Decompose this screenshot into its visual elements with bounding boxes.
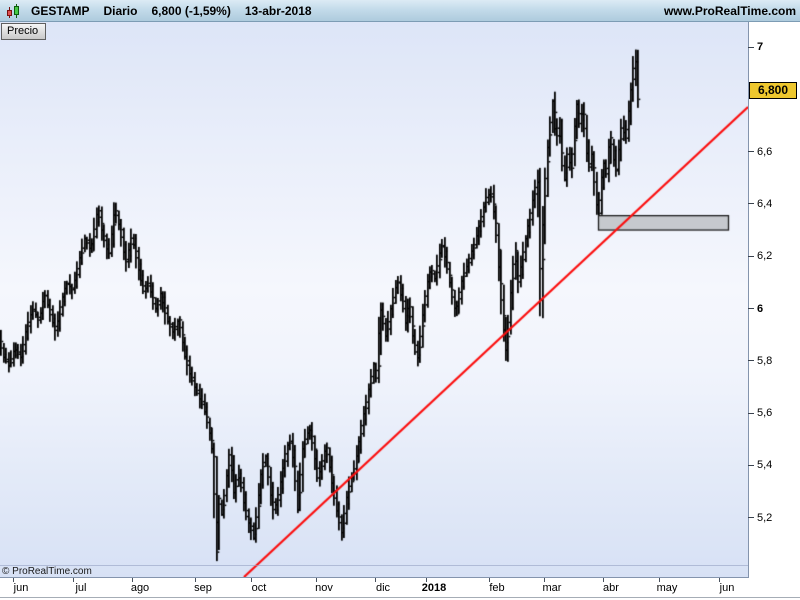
x-axis-tick (426, 578, 427, 582)
x-axis-label: mar (542, 582, 562, 594)
y-axis-label: 6,2 (757, 250, 773, 263)
timeframe-label: Diario (103, 3, 138, 18)
x-axis-tick (251, 578, 252, 582)
x-axis-tick (13, 578, 14, 582)
x-axis-tick (195, 578, 196, 582)
x-axis-tick (316, 578, 317, 582)
watermark-strip: © ProRealTime.com (0, 565, 748, 577)
x-axis-label: sep (194, 582, 212, 594)
x-axis-tick (73, 578, 74, 582)
x-axis-tick (603, 578, 604, 582)
x-axis-label: oct (251, 582, 267, 594)
x-axis-tick (544, 578, 545, 582)
x-axis-label: jul (75, 582, 87, 594)
y-axis-tick (748, 412, 754, 414)
window-bottom-divider (0, 597, 800, 598)
x-axis-label: nov (315, 582, 333, 594)
x-axis-tick (719, 578, 720, 582)
x-axis-label: abr (603, 582, 619, 594)
tab-precio[interactable]: Precio (1, 23, 47, 40)
y-axis-label: 5,6 (757, 407, 773, 420)
y-axis-tick (748, 464, 754, 466)
red-candle-body (7, 9, 12, 16)
x-axis-label: jun (13, 582, 29, 594)
y-axis-label: 5,8 (757, 354, 773, 367)
session-date: 13-abr-2018 (244, 3, 312, 18)
x-axis-label: dic (375, 582, 391, 594)
y-axis-label: 5,2 (757, 511, 773, 524)
green-candle-body (14, 5, 19, 15)
x-axis-tick (132, 578, 133, 582)
x-axis-tick (659, 578, 660, 582)
price-chart[interactable] (0, 22, 748, 577)
y-axis-label: 6 (757, 302, 764, 315)
last-quote-and-change: 6,800 (-1,59%) (151, 3, 231, 18)
x-axis-label: ago (130, 582, 150, 594)
y-axis-label: 7 (757, 41, 764, 53)
y-axis-label: 6,6 (757, 145, 773, 158)
y-axis-tick (748, 46, 754, 48)
y-axis-tick (748, 517, 754, 519)
x-axis-tick (375, 578, 376, 582)
chart-plot-area: © ProRealTime.com (0, 22, 749, 578)
y-axis-tick (748, 203, 754, 205)
x-axis-label: 2018 (421, 582, 447, 594)
x-axis[interactable]: jun jul ago sep oct nov dic 2018 feb mar abr may jun (0, 578, 749, 598)
copyright-watermark: © ProRealTime.com (2, 566, 92, 577)
y-axis-tick (748, 255, 754, 257)
last-price-badge: 6,800 (749, 82, 797, 99)
title-bar: GESTAMP Diario 6,800 (-1,59%) 13-abr-201… (0, 0, 800, 22)
y-axis-label: 6,4 (757, 197, 773, 210)
candlestick-chart-icon (5, 3, 23, 19)
x-axis-tick (489, 578, 490, 582)
site-url: www.ProRealTime.com (663, 4, 796, 18)
x-axis-label: jun (719, 582, 735, 594)
instrument-name: GESTAMP (31, 3, 90, 18)
y-axis-tick (748, 360, 754, 362)
x-axis-label: may (656, 582, 678, 594)
y-axis-tick (748, 308, 754, 309)
y-axis-label: 5,4 (757, 459, 773, 472)
x-axis-label: feb (489, 582, 505, 594)
y-axis-tick (748, 151, 754, 153)
